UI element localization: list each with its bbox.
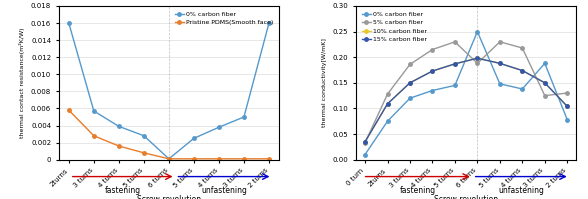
10% carbon fiber [564,105,571,108]
Pristine PDMS(Smooth face) [215,158,222,160]
15% carbon fiber [496,62,503,64]
5% carbon fiber [542,95,549,97]
0% carbon fiber [406,97,413,99]
0% carbon fiber [474,30,481,33]
10% carbon fiber [519,69,526,72]
Line: 10% carbon fiber: 10% carbon fiber [363,57,569,143]
5% carbon fiber [519,47,526,49]
Pristine PDMS(Smooth face) [65,109,72,111]
10% carbon fiber [452,63,459,65]
5% carbon fiber [384,93,391,95]
5% carbon fiber [429,48,436,51]
Pristine PDMS(Smooth face) [191,158,198,160]
0% carbon fiber [564,119,571,121]
15% carbon fiber [542,82,549,84]
0% carbon fiber [191,137,198,139]
0% carbon fiber [165,158,172,160]
0% carbon fiber [65,22,72,24]
15% carbon fiber [519,69,526,72]
Line: Pristine PDMS(Smooth face): Pristine PDMS(Smooth face) [67,108,270,161]
Y-axis label: thermal contact resistance(m²K/W): thermal contact resistance(m²K/W) [19,28,25,138]
Line: 0% carbon fiber: 0% carbon fiber [67,21,270,161]
15% carbon fiber [452,63,459,65]
10% carbon fiber [429,70,436,72]
0% carbon fiber [362,153,369,156]
0% carbon fiber [384,120,391,122]
0% carbon fiber [265,22,272,24]
0% carbon fiber [542,62,549,64]
Pristine PDMS(Smooth face) [141,152,148,154]
Pristine PDMS(Smooth face) [91,135,98,137]
Y-axis label: thermal conductivity[W/mK]: thermal conductivity[W/mK] [322,38,327,127]
5% carbon fiber [452,41,459,43]
10% carbon fiber [496,62,503,64]
0% carbon fiber [519,88,526,90]
0% carbon fiber [141,135,148,137]
0% carbon fiber [240,116,248,118]
Line: 5% carbon fiber: 5% carbon fiber [363,40,569,144]
X-axis label: Screw revolution: Screw revolution [137,195,201,199]
X-axis label: Screw revolution: Screw revolution [434,195,498,199]
Pristine PDMS(Smooth face) [240,158,248,160]
5% carbon fiber [496,41,503,43]
Pristine PDMS(Smooth face) [115,145,122,147]
Text: fastening: fastening [400,186,436,195]
Text: unfastening: unfastening [498,186,544,195]
Pristine PDMS(Smooth face) [265,158,272,160]
15% carbon fiber [406,82,413,84]
10% carbon fiber [474,57,481,60]
10% carbon fiber [406,82,413,84]
0% carbon fiber [496,83,503,85]
Text: unfastening: unfastening [201,186,247,195]
Text: fastening: fastening [105,186,141,195]
5% carbon fiber [362,141,369,144]
0% carbon fiber [452,84,459,87]
15% carbon fiber [429,70,436,72]
0% carbon fiber [215,126,222,128]
10% carbon fiber [542,82,549,84]
15% carbon fiber [362,140,369,143]
0% carbon fiber [115,125,122,128]
10% carbon fiber [384,103,391,105]
Line: 0% carbon fiber: 0% carbon fiber [363,30,569,156]
Legend: 0% carbon fiber, Pristine PDMS(Smooth face): 0% carbon fiber, Pristine PDMS(Smooth fa… [172,9,276,28]
Line: 15% carbon fiber: 15% carbon fiber [363,57,569,143]
15% carbon fiber [384,103,391,105]
0% carbon fiber [91,110,98,112]
0% carbon fiber [429,89,436,92]
5% carbon fiber [564,92,571,94]
15% carbon fiber [564,105,571,108]
15% carbon fiber [474,57,481,60]
Pristine PDMS(Smooth face) [165,158,172,160]
10% carbon fiber [362,140,369,143]
Legend: 0% carbon fiber, 5% carbon fiber, 10% carbon fiber, 15% carbon fiber: 0% carbon fiber, 5% carbon fiber, 10% ca… [359,9,429,45]
5% carbon fiber [474,62,481,64]
5% carbon fiber [406,63,413,65]
